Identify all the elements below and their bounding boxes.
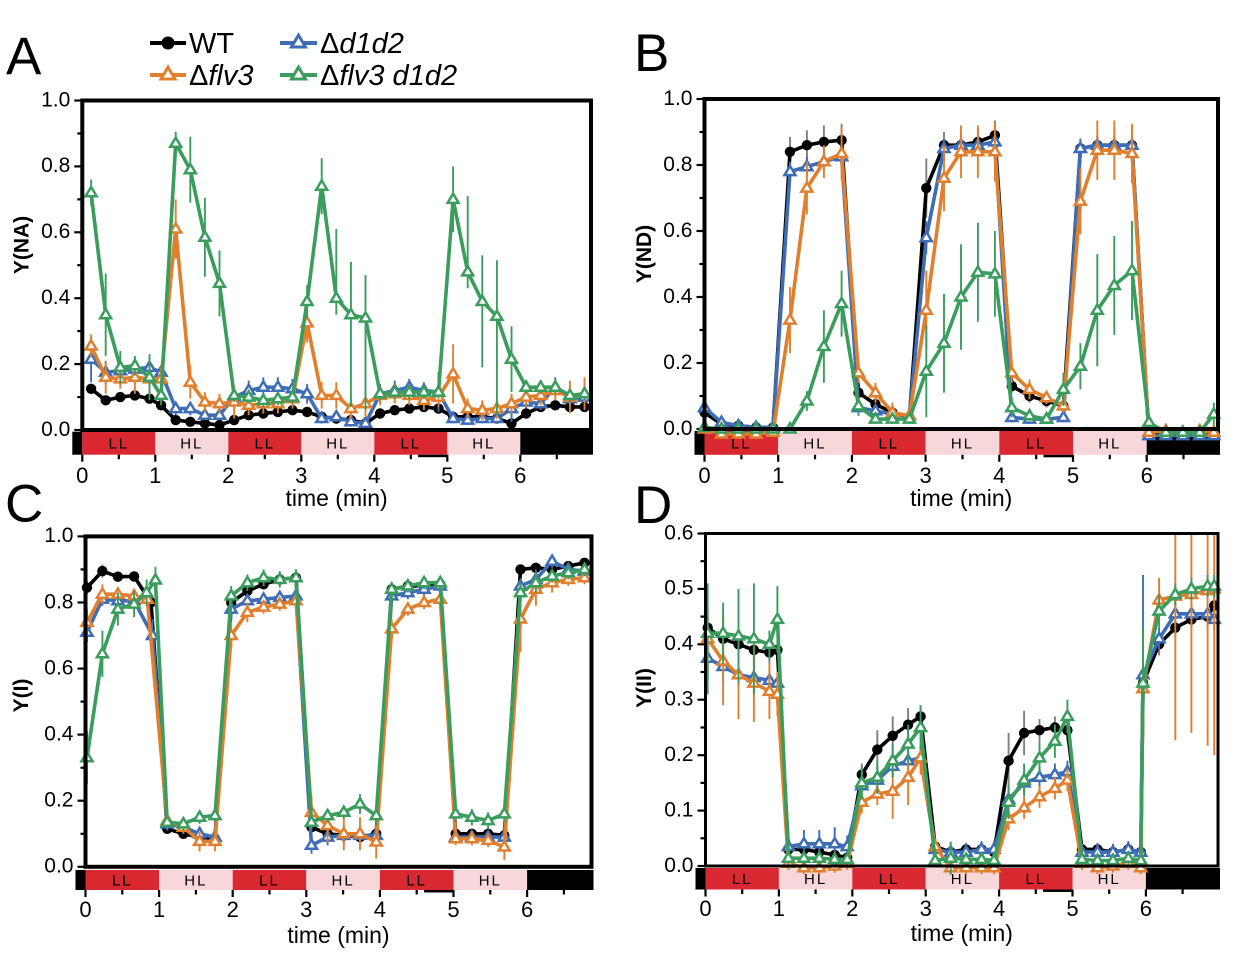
svg-text:3: 3 bbox=[920, 896, 932, 921]
svg-text:HL: HL bbox=[332, 873, 355, 890]
svg-text:Y(I): Y(I) bbox=[10, 679, 33, 713]
svg-text:5: 5 bbox=[1067, 463, 1079, 488]
svg-text:0.4: 0.4 bbox=[663, 285, 693, 308]
svg-text:0.1: 0.1 bbox=[664, 798, 693, 821]
svg-text:1.0: 1.0 bbox=[44, 524, 73, 547]
svg-text:0.4: 0.4 bbox=[664, 632, 694, 655]
svg-text:1.0: 1.0 bbox=[663, 87, 692, 110]
svg-text:0: 0 bbox=[699, 896, 711, 921]
svg-text:HL: HL bbox=[326, 436, 349, 453]
svg-text:6: 6 bbox=[1141, 463, 1153, 488]
svg-text:1: 1 bbox=[153, 897, 165, 922]
svg-text:HL: HL bbox=[804, 871, 827, 888]
svg-text:LL: LL bbox=[731, 435, 752, 452]
svg-text:LL: LL bbox=[878, 435, 899, 452]
svg-text:0.2: 0.2 bbox=[41, 352, 70, 375]
svg-text:A: A bbox=[6, 27, 42, 86]
svg-text:4: 4 bbox=[368, 463, 380, 488]
svg-text:3: 3 bbox=[295, 463, 307, 488]
svg-text:0.5: 0.5 bbox=[664, 577, 693, 600]
svg-text:Y(ND): Y(ND) bbox=[633, 225, 656, 283]
svg-text:HL: HL bbox=[803, 435, 826, 452]
svg-text:time (min): time (min) bbox=[285, 485, 387, 511]
svg-text:5: 5 bbox=[1066, 896, 1078, 921]
svg-text:D: D bbox=[634, 476, 672, 535]
svg-text:LL: LL bbox=[1025, 871, 1046, 888]
svg-text:2: 2 bbox=[227, 897, 239, 922]
svg-text:0.2: 0.2 bbox=[663, 351, 692, 374]
svg-text:0.8: 0.8 bbox=[663, 153, 692, 176]
svg-text:6: 6 bbox=[1140, 896, 1152, 921]
svg-text:LL: LL bbox=[254, 436, 275, 453]
svg-text:3: 3 bbox=[919, 463, 931, 488]
svg-text:Δd1d2: Δd1d2 bbox=[320, 28, 404, 60]
svg-text:HL: HL bbox=[180, 436, 203, 453]
svg-text:4: 4 bbox=[374, 897, 386, 922]
svg-text:C: C bbox=[5, 475, 43, 534]
svg-text:1: 1 bbox=[149, 463, 161, 488]
svg-text:0.3: 0.3 bbox=[664, 688, 693, 711]
svg-text:HL: HL bbox=[479, 873, 502, 890]
svg-text:0: 0 bbox=[79, 897, 91, 922]
svg-text:5: 5 bbox=[447, 897, 459, 922]
svg-text:0.8: 0.8 bbox=[41, 154, 70, 177]
svg-text:0.2: 0.2 bbox=[664, 743, 693, 766]
svg-text:1: 1 bbox=[773, 896, 785, 921]
svg-text:HL: HL bbox=[1098, 435, 1121, 452]
svg-text:0.0: 0.0 bbox=[41, 418, 70, 441]
svg-text:0: 0 bbox=[76, 463, 88, 488]
svg-text:B: B bbox=[634, 24, 669, 83]
svg-text:Y(NA): Y(NA) bbox=[11, 216, 34, 274]
svg-text:HL: HL bbox=[184, 873, 207, 890]
svg-text:Δflv3 d1d2: Δflv3 d1d2 bbox=[320, 60, 457, 92]
svg-text:0.4: 0.4 bbox=[41, 286, 71, 309]
svg-text:2: 2 bbox=[846, 463, 858, 488]
svg-text:5: 5 bbox=[441, 463, 453, 488]
svg-text:6: 6 bbox=[514, 463, 526, 488]
svg-text:0.6: 0.6 bbox=[664, 521, 693, 544]
svg-text:0.0: 0.0 bbox=[663, 417, 692, 440]
svg-text:2: 2 bbox=[846, 896, 858, 921]
svg-text:LL: LL bbox=[732, 871, 753, 888]
svg-text:LL: LL bbox=[259, 873, 280, 890]
svg-text:Y(II): Y(II) bbox=[633, 668, 656, 708]
svg-text:Δflv3: Δflv3 bbox=[189, 60, 254, 92]
svg-text:0.6: 0.6 bbox=[44, 656, 73, 679]
svg-text:0.4: 0.4 bbox=[44, 722, 74, 745]
svg-text:0.6: 0.6 bbox=[663, 219, 692, 242]
svg-text:HL: HL bbox=[472, 436, 495, 453]
svg-text:LL: LL bbox=[108, 436, 129, 453]
svg-text:LL: LL bbox=[879, 871, 900, 888]
svg-text:1: 1 bbox=[772, 463, 784, 488]
svg-text:0.8: 0.8 bbox=[44, 590, 73, 613]
svg-text:2: 2 bbox=[222, 463, 234, 488]
svg-text:4: 4 bbox=[993, 463, 1005, 488]
svg-text:0.6: 0.6 bbox=[41, 220, 70, 243]
svg-text:4: 4 bbox=[993, 896, 1005, 921]
svg-text:time (min): time (min) bbox=[910, 485, 1012, 511]
svg-text:LL: LL bbox=[1026, 435, 1047, 452]
svg-text:0.0: 0.0 bbox=[664, 854, 693, 877]
svg-text:3: 3 bbox=[300, 897, 312, 922]
svg-text:0: 0 bbox=[698, 463, 710, 488]
svg-text:HL: HL bbox=[951, 435, 974, 452]
svg-text:1.0: 1.0 bbox=[41, 88, 70, 111]
svg-text:LL: LL bbox=[400, 436, 421, 453]
svg-text:LL: LL bbox=[406, 873, 427, 890]
svg-text:HL: HL bbox=[951, 871, 974, 888]
svg-text:0.0: 0.0 bbox=[44, 855, 73, 878]
svg-text:0.2: 0.2 bbox=[44, 789, 73, 812]
svg-text:LL: LL bbox=[112, 873, 133, 890]
svg-text:time (min): time (min) bbox=[911, 920, 1013, 946]
svg-text:time (min): time (min) bbox=[287, 922, 389, 948]
svg-text:6: 6 bbox=[521, 897, 533, 922]
svg-text:WT: WT bbox=[189, 28, 234, 60]
svg-text:HL: HL bbox=[1098, 871, 1121, 888]
